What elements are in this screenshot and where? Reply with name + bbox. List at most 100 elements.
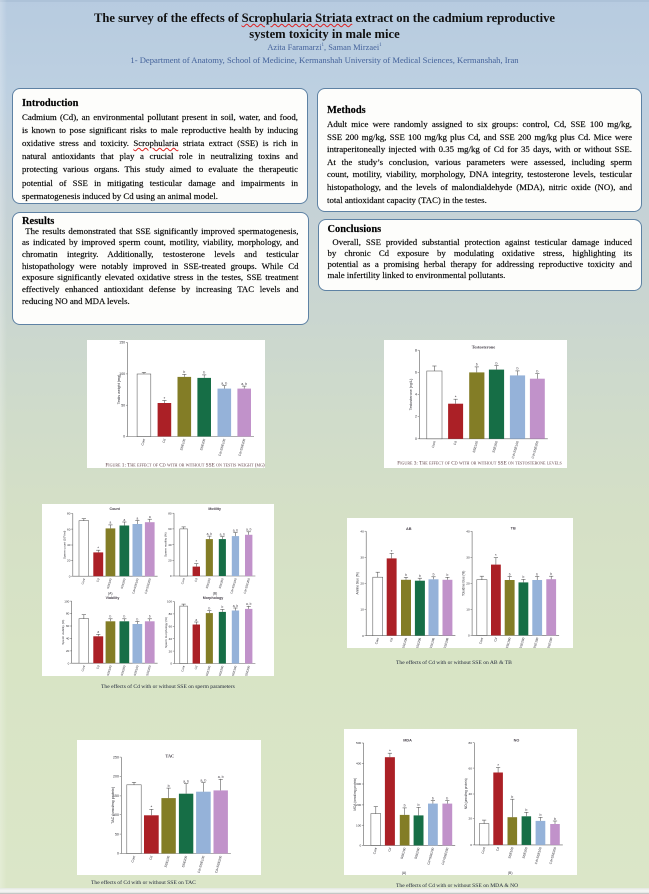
svg-text:Cont: Cont (481, 846, 487, 854)
svg-text:10: 10 (466, 608, 470, 612)
svg-text:b: b (123, 614, 125, 618)
svg-text:TAC: TAC (165, 753, 174, 758)
svg-text:b: b (495, 361, 497, 365)
svg-text:*: * (391, 549, 393, 554)
svg-text:0: 0 (123, 434, 125, 438)
svg-text:SSE200: SSE200 (519, 637, 526, 648)
svg-text:100: 100 (64, 599, 69, 603)
svg-text:Cd: Cd (161, 438, 166, 443)
svg-text:Cd: Cd (493, 637, 498, 642)
svg-text:Cont: Cont (372, 847, 378, 855)
svg-text:60: 60 (469, 766, 473, 770)
svg-text:SSE100: SSE100 (205, 664, 212, 676)
svg-text:(B): (B) (508, 871, 513, 875)
svg-text:Cd: Cd (495, 846, 500, 851)
svg-text:*: * (389, 748, 391, 753)
svg-text:Cont: Cont (180, 577, 186, 584)
svg-text:Sperm motility (%): Sperm motility (%) (164, 532, 168, 557)
svg-text:b: b (203, 370, 205, 374)
svg-text:20: 20 (168, 558, 172, 562)
svg-text:Cd+SSE100: Cd+SSE100 (426, 846, 435, 864)
svg-text:b: b (516, 366, 518, 370)
svg-text:Sperm viability (%): Sperm viability (%) (61, 619, 65, 644)
svg-text:Motility: Motility (208, 507, 221, 511)
svg-text:a, b: a, b (246, 527, 252, 531)
svg-text:b: b (509, 572, 511, 576)
svg-text:Count: Count (110, 507, 121, 511)
svg-text:b: b (550, 572, 552, 576)
svg-text:b: b (511, 795, 513, 799)
svg-text:Cd+SSE100: Cd+SSE100 (229, 664, 237, 676)
svg-text:Cont: Cont (430, 440, 436, 448)
svg-text:300: 300 (356, 782, 361, 786)
svg-text:Cont: Cont (80, 664, 86, 671)
svg-text:Cd+SSE100: Cd+SSE100 (131, 664, 139, 676)
svg-text:NO: NO (514, 738, 520, 742)
svg-text:Cd+SSE200: Cd+SSE200 (237, 438, 246, 457)
svg-text:SSE100: SSE100 (400, 846, 407, 859)
svg-text:0: 0 (170, 574, 172, 578)
svg-text:SSE100: SSE100 (179, 438, 186, 451)
svg-text:80: 80 (66, 611, 70, 615)
svg-text:250: 250 (113, 755, 119, 759)
svg-text:Viability: Viability (106, 596, 120, 600)
svg-text:40: 40 (469, 792, 473, 796)
svg-text:b: b (404, 803, 406, 807)
svg-text:SSE100: SSE100 (163, 855, 170, 868)
svg-text:100: 100 (113, 812, 119, 816)
svg-text:SSE100: SSE100 (205, 577, 212, 589)
svg-text:40: 40 (168, 542, 172, 546)
svg-text:SSE200: SSE200 (218, 664, 225, 676)
svg-text:b: b (432, 796, 434, 800)
svg-text:Cd+SSE200: Cd+SSE200 (144, 577, 152, 594)
svg-text:Cd+SSE200: Cd+SSE200 (530, 440, 539, 459)
svg-text:TB: TB (511, 527, 516, 531)
svg-text:20: 20 (469, 816, 473, 820)
svg-text:b: b (522, 575, 524, 579)
svg-text:*: * (495, 553, 497, 558)
svg-text:0: 0 (359, 843, 361, 847)
svg-text:Cont: Cont (80, 577, 86, 584)
svg-text:SSE200: SSE200 (414, 846, 421, 859)
svg-text:8: 8 (414, 348, 416, 352)
svg-text:30: 30 (466, 556, 470, 560)
svg-text:150: 150 (113, 794, 119, 798)
svg-text:(A): (A) (402, 871, 407, 875)
svg-text:SSE100: SSE100 (507, 846, 514, 859)
svg-text:b: b (405, 573, 407, 577)
svg-text:Figure 1: The effect of Cd wit: Figure 1: The effect of Cd with or witho… (105, 461, 265, 468)
svg-text:20: 20 (67, 558, 71, 562)
svg-text:a, b: a, b (241, 381, 247, 385)
svg-text:60: 60 (66, 624, 70, 628)
svg-text:Testosterone (ng/L): Testosterone (ng/L) (408, 378, 412, 410)
svg-text:b: b (554, 816, 556, 820)
svg-text:Sperm count (10⁶/ml): Sperm count (10⁶/ml) (62, 530, 66, 558)
svg-text:b: b (183, 370, 185, 374)
svg-text:20: 20 (360, 582, 364, 586)
svg-text:30: 30 (360, 556, 364, 560)
svg-text:a, b: a, b (233, 528, 239, 532)
svg-text:Cd+SSE100: Cd+SSE100 (534, 846, 543, 864)
svg-text:SSE100: SSE100 (505, 637, 512, 648)
svg-text:Cd+SSE100: Cd+SSE100 (531, 637, 540, 648)
svg-text:500: 500 (356, 741, 361, 745)
svg-text:20: 20 (466, 582, 470, 586)
svg-text:50: 50 (114, 832, 118, 836)
svg-text:b: b (447, 573, 449, 577)
svg-text:Cd: Cd (389, 637, 394, 642)
svg-text:Cd: Cd (194, 664, 199, 669)
svg-text:Cd+SSE200: Cd+SSE200 (243, 577, 251, 594)
svg-text:b: b (136, 617, 138, 621)
svg-text:b: b (475, 362, 477, 366)
svg-text:b: b (418, 803, 420, 807)
svg-text:SSE200: SSE200 (120, 577, 127, 589)
svg-text:*: * (497, 762, 499, 767)
svg-text:400: 400 (356, 761, 361, 765)
svg-text:Cd+SSE200: Cd+SSE200 (545, 637, 554, 648)
svg-text:a: a (97, 630, 99, 634)
svg-text:Cd+SSE100: Cd+SSE100 (229, 577, 237, 594)
svg-text:SSE200: SSE200 (218, 577, 225, 589)
svg-text:0: 0 (414, 437, 416, 441)
svg-text:0: 0 (470, 843, 472, 847)
svg-text:80: 80 (168, 511, 172, 515)
